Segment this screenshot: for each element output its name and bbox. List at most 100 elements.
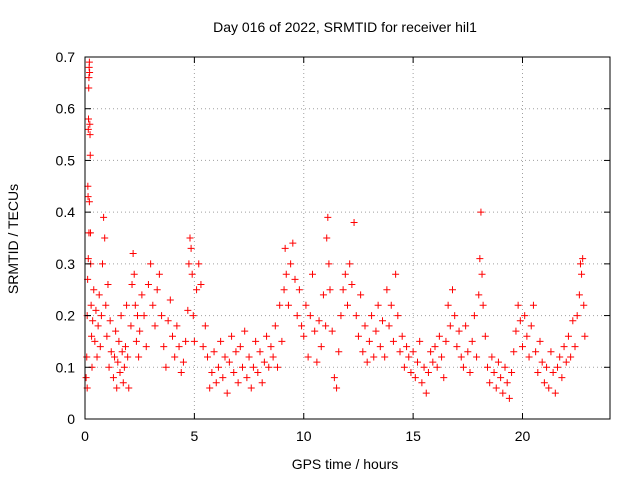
data-point <box>521 312 529 320</box>
data-point <box>113 384 121 392</box>
y-tick-label: 0.5 <box>56 152 76 168</box>
data-point <box>575 291 583 299</box>
data-point <box>545 384 553 392</box>
data-point <box>309 270 316 278</box>
data-points <box>82 58 589 402</box>
data-point <box>153 286 161 294</box>
data-point <box>234 379 242 387</box>
data-point <box>317 343 325 351</box>
x-tick-label: 10 <box>296 428 312 444</box>
data-point <box>185 260 193 268</box>
data-point <box>151 322 159 330</box>
data-point <box>132 337 140 345</box>
data-point <box>85 229 93 237</box>
data-point <box>365 337 373 345</box>
data-point <box>381 353 389 361</box>
data-point <box>519 343 526 351</box>
data-point <box>173 322 181 330</box>
data-point <box>344 301 351 309</box>
data-point <box>376 343 384 351</box>
data-point <box>547 348 555 356</box>
data-point <box>254 368 262 376</box>
data-point <box>219 374 227 382</box>
data-point <box>540 379 548 387</box>
data-point <box>494 358 502 366</box>
data-point <box>543 363 551 371</box>
data-point <box>330 374 338 382</box>
data-point <box>424 368 432 376</box>
data-point <box>121 343 129 351</box>
data-point <box>189 312 197 320</box>
data-point <box>470 312 478 320</box>
data-point <box>325 260 333 268</box>
data-point <box>84 193 92 201</box>
data-point <box>580 301 588 309</box>
data-point <box>118 348 126 356</box>
data-point <box>339 286 347 294</box>
data-point <box>85 84 93 92</box>
data-point <box>478 270 486 278</box>
data-point <box>571 343 579 351</box>
data-point <box>129 250 137 258</box>
data-point <box>323 234 331 242</box>
data-point <box>89 317 97 325</box>
y-tick-labels: 0 0.1 0.2 0.3 0.4 0.5 0.6 0.7 <box>56 49 76 427</box>
data-point <box>193 286 201 294</box>
data-point <box>479 301 487 309</box>
data-point <box>85 115 92 123</box>
data-point <box>523 332 531 340</box>
data-point <box>411 374 419 382</box>
data-point <box>468 337 476 345</box>
data-point <box>328 327 336 335</box>
data-point <box>476 255 484 263</box>
data-point <box>370 353 378 361</box>
data-point <box>326 286 334 294</box>
data-point <box>93 353 101 361</box>
data-point <box>177 368 185 376</box>
data-point <box>455 327 463 335</box>
data-point <box>538 358 546 366</box>
data-point <box>490 368 498 376</box>
data-point <box>86 120 94 128</box>
data-point <box>313 358 321 366</box>
data-point <box>400 363 408 371</box>
data-point <box>466 368 474 376</box>
data-point <box>127 322 135 330</box>
data-point <box>124 353 132 361</box>
data-point <box>341 270 349 278</box>
data-point <box>274 363 281 371</box>
data-point <box>263 332 271 340</box>
data-point <box>429 358 437 366</box>
data-point <box>199 343 207 351</box>
data-point <box>84 255 92 263</box>
data-point <box>247 384 255 392</box>
data-point <box>135 353 143 361</box>
data-point <box>100 213 108 221</box>
data-point <box>383 286 391 294</box>
data-point <box>228 332 236 340</box>
y-tick-label: 0.7 <box>56 49 76 65</box>
data-point <box>83 353 91 361</box>
data-point <box>155 270 163 278</box>
data-point <box>359 348 367 356</box>
data-point <box>144 281 152 289</box>
data-point <box>319 291 327 299</box>
data-point <box>107 348 115 356</box>
data-point <box>278 337 286 345</box>
data-point <box>287 260 295 268</box>
data-point <box>549 368 557 376</box>
data-point <box>249 363 257 371</box>
data-point <box>102 301 110 309</box>
data-point <box>280 286 288 294</box>
data-point <box>569 317 577 325</box>
data-point <box>187 244 195 252</box>
data-point <box>195 260 203 268</box>
data-point <box>298 322 306 330</box>
data-point <box>499 389 507 397</box>
data-point <box>136 327 144 335</box>
data-point <box>236 343 244 351</box>
data-point <box>573 312 581 320</box>
data-point <box>394 312 402 320</box>
x-tick-label: 0 <box>81 428 89 444</box>
data-point <box>350 218 358 226</box>
